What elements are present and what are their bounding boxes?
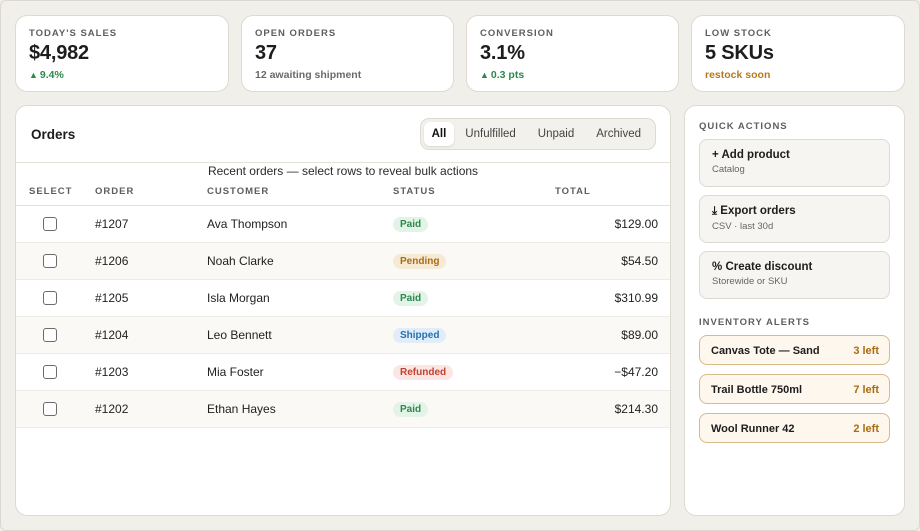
row-select-checkbox[interactable] <box>43 328 57 342</box>
quick-action-label: Create discount <box>725 261 813 273</box>
quick-action-title: ⤓ Export orders <box>712 205 877 218</box>
customer-name: Ava Thompson <box>207 217 288 231</box>
column-header-customer: CUSTOMER <box>207 186 270 197</box>
kpi-label: CONVERSION <box>480 28 554 39</box>
order-number: #1206 <box>95 254 129 268</box>
order-number: #1203 <box>95 365 129 379</box>
status-badge: Shipped <box>393 328 447 343</box>
table-row[interactable]: #1203 Mia Foster Refunded −$47.20 <box>16 354 670 391</box>
kpi-card-open-orders: OPEN ORDERS 37 12 awaiting shipment <box>241 15 454 92</box>
table-row[interactable]: #1207 Ava Thompson Paid $129.00 <box>16 206 670 243</box>
customer-name: Noah Clarke <box>207 254 274 268</box>
alert-product-name: Wool Runner 42 <box>711 423 795 435</box>
kpi-label: OPEN ORDERS <box>255 28 337 39</box>
alert-stock-qty: 7 left <box>853 384 879 396</box>
table-row[interactable]: #1202 Ethan Hayes Paid $214.30 <box>16 391 670 428</box>
customer-name: Leo Bennett <box>207 328 272 342</box>
order-number: #1205 <box>95 291 129 305</box>
kpi-value: 37 <box>255 42 277 64</box>
column-header-total: TOTAL <box>555 186 591 197</box>
kpi-delta-value: 0.3 pts <box>490 69 525 81</box>
orders-title: Orders <box>31 127 76 142</box>
column-header-order: ORDER <box>95 186 135 197</box>
side-panel: QUICK ACTIONS + Add product Catalog ⤓ Ex… <box>684 105 905 516</box>
kpi-subtext: 12 awaiting shipment <box>255 69 362 81</box>
alert-stock-qty: 2 left <box>853 423 879 435</box>
filter-tab-unfulfilled[interactable]: Unfulfilled <box>465 128 516 140</box>
filter-tab-unpaid[interactable]: Unpaid <box>537 128 575 140</box>
row-select-checkbox[interactable] <box>43 402 57 416</box>
quick-action-sub: Storewide or SKU <box>712 276 788 287</box>
table-row[interactable]: #1206 Noah Clarke Pending $54.50 <box>16 243 670 280</box>
order-total: $89.00 <box>621 328 658 342</box>
customer-name: Isla Morgan <box>207 291 270 305</box>
alert-stock-qty: 3 left <box>853 345 879 357</box>
export-orders-button[interactable]: ⤓ Export orders CSV · last 30d <box>699 195 890 243</box>
order-number: #1204 <box>95 328 129 342</box>
inventory-alert-item[interactable]: Wool Runner 42 2 left <box>699 413 890 443</box>
kpi-card-sales: TODAY'S SALES $4,982 ▲ 9.4% <box>15 15 229 92</box>
add-product-button[interactable]: + Add product Catalog <box>699 139 890 187</box>
row-select-checkbox[interactable] <box>43 217 57 231</box>
order-total: $310.99 <box>614 291 658 305</box>
filter-tab-all[interactable]: All <box>423 122 455 146</box>
kpi-value: 3.1% <box>480 42 525 64</box>
order-total: $214.30 <box>614 402 658 416</box>
order-number: #1207 <box>95 217 129 231</box>
divider <box>16 162 670 163</box>
customer-name: Mia Foster <box>207 365 264 379</box>
kpi-label: TODAY'S SALES <box>29 28 118 39</box>
order-filter-tabs: All Unfulfilled Unpaid Archived <box>419 118 656 150</box>
alert-product-name: Canvas Tote — Sand <box>711 345 820 357</box>
kpi-card-low-stock: LOW STOCK 5 SKUs restock soon <box>691 15 905 92</box>
percent-icon: % <box>712 261 723 273</box>
orders-panel: Orders All Unfulfilled Unpaid Archived R… <box>15 105 671 516</box>
kpi-delta: ▲ 0.3 pts <box>480 69 665 81</box>
order-total: $129.00 <box>614 217 658 231</box>
table-caption: Recent orders — select rows to reveal bu… <box>207 164 479 178</box>
customer-name: Ethan Hayes <box>207 402 276 416</box>
up-arrow-icon: ▲ <box>480 70 489 80</box>
inventory-alert-item[interactable]: Trail Bottle 750ml 7 left <box>699 374 890 404</box>
order-total: $54.50 <box>621 254 658 268</box>
quick-action-title: % Create discount <box>712 261 877 273</box>
kpi-value: 5 SKUs <box>705 42 774 64</box>
row-select-checkbox[interactable] <box>43 254 57 268</box>
up-arrow-icon: ▲ <box>29 70 38 80</box>
kpi-delta-value: 9.4% <box>39 69 64 81</box>
kpi-label: LOW STOCK <box>705 28 772 39</box>
plus-icon: + <box>712 149 719 161</box>
quick-action-label: Add product <box>721 149 790 161</box>
row-select-checkbox[interactable] <box>43 291 57 305</box>
quick-action-sub: CSV · last 30d <box>712 221 774 232</box>
divider <box>16 205 670 206</box>
quick-action-sub: Catalog <box>712 164 745 175</box>
quick-actions-heading: QUICK ACTIONS <box>699 121 788 132</box>
order-number: #1202 <box>95 402 129 416</box>
inventory-alert-item[interactable]: Canvas Tote — Sand 3 left <box>699 335 890 365</box>
order-total: −$47.20 <box>614 365 658 379</box>
status-badge: Paid <box>393 217 429 232</box>
table-row[interactable]: #1204 Leo Bennett Shipped $89.00 <box>16 317 670 354</box>
filter-tab-archived[interactable]: Archived <box>596 128 641 140</box>
row-select-checkbox[interactable] <box>43 365 57 379</box>
status-badge: Paid <box>393 291 429 306</box>
kpi-card-conversion: CONVERSION 3.1% ▲ 0.3 pts <box>466 15 679 92</box>
kpi-subtext: restock soon <box>705 69 771 81</box>
kpi-delta: ▲ 9.4% <box>29 69 215 81</box>
inventory-alerts-heading: INVENTORY ALERTS <box>699 317 811 328</box>
alert-product-name: Trail Bottle 750ml <box>711 384 803 396</box>
quick-action-label: Export orders <box>720 205 796 217</box>
status-badge: Refunded <box>393 365 454 380</box>
table-row[interactable]: #1205 Isla Morgan Paid $310.99 <box>16 280 670 317</box>
kpi-value: $4,982 <box>29 42 89 64</box>
status-badge: Paid <box>393 402 429 417</box>
column-header-status: STATUS <box>393 186 436 197</box>
quick-action-title: + Add product <box>712 149 877 161</box>
download-icon: ⤓ <box>712 205 718 217</box>
status-badge: Pending <box>393 254 447 269</box>
column-header-select: SELECT <box>29 186 73 197</box>
create-discount-button[interactable]: % Create discount Storewide or SKU <box>699 251 890 299</box>
